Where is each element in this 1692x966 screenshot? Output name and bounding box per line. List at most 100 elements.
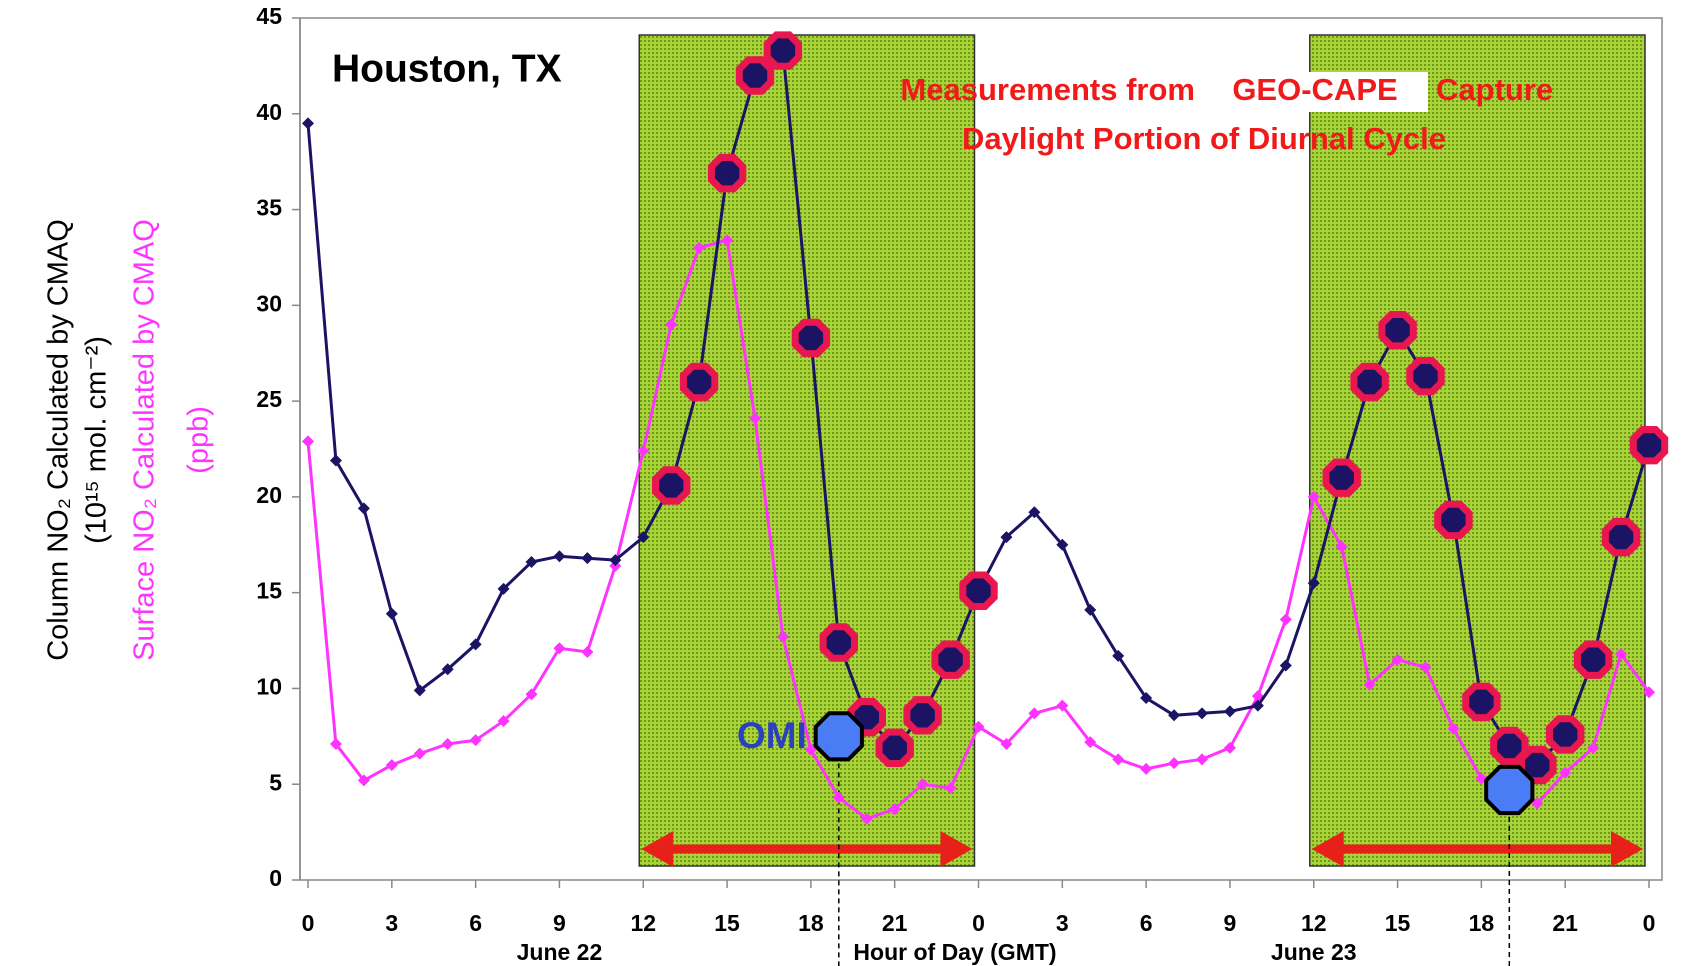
geo-cape-marker <box>1518 745 1557 785</box>
point <box>832 791 845 804</box>
point <box>329 454 342 467</box>
point <box>1223 741 1236 754</box>
point <box>888 803 901 816</box>
point <box>302 435 314 448</box>
geo-cape-marker <box>959 571 998 610</box>
point <box>749 412 761 425</box>
omi-marker <box>1484 764 1535 816</box>
x-tick-label: 9 <box>1224 910 1237 936</box>
geo-cape-marker <box>791 318 831 358</box>
y-tick-label: 45 <box>256 3 282 29</box>
y-axis-label: Column NO₂ Calculated by CMAQ <box>43 219 75 661</box>
point <box>385 607 398 620</box>
point <box>1335 540 1348 553</box>
geo-cape-marker <box>1462 682 1501 722</box>
point <box>637 531 650 544</box>
point <box>413 684 426 697</box>
geo-cape-marker <box>903 696 942 735</box>
geo-cape-marker <box>1434 500 1473 540</box>
annotation-highlight: GEO-CAPE <box>1232 72 1397 107</box>
geo-cape-marker <box>763 31 803 70</box>
point <box>1391 653 1404 666</box>
point <box>357 502 370 515</box>
point <box>693 241 706 254</box>
y-tick-label: 30 <box>256 290 282 316</box>
x-tick-label: 0 <box>972 910 985 936</box>
geo-cape-marker <box>875 728 914 767</box>
geo-cape-marker <box>1601 517 1641 557</box>
annotation: Daylight Portion of Diurnal Cycle <box>962 121 1446 156</box>
point <box>1223 705 1236 718</box>
point <box>497 715 510 728</box>
point <box>1615 647 1628 660</box>
point <box>1447 722 1460 735</box>
x-tick-label: 9 <box>553 910 566 936</box>
highlight-box <box>1202 72 1428 112</box>
point <box>1279 613 1292 626</box>
point <box>1000 737 1013 750</box>
geo-cape-marker <box>735 56 775 95</box>
y-tick-label: 40 <box>256 99 282 125</box>
x-tick-label: 18 <box>1469 910 1495 936</box>
point <box>609 554 622 567</box>
point <box>776 630 789 643</box>
point <box>469 734 482 747</box>
x-tick-label: 15 <box>1385 910 1411 936</box>
geo-cape-marker <box>819 623 858 662</box>
point <box>553 550 566 563</box>
point <box>413 747 426 760</box>
point <box>1363 678 1376 691</box>
point <box>329 737 342 750</box>
arrow-head <box>940 831 973 867</box>
y-tick-label: 5 <box>269 769 282 795</box>
point <box>1028 506 1041 519</box>
point <box>302 117 314 130</box>
point <box>1196 753 1208 766</box>
omi-marker <box>813 711 864 762</box>
geo-cape-marker <box>1546 715 1585 754</box>
x-tick-label: 12 <box>630 910 656 936</box>
point <box>1279 659 1292 672</box>
point <box>1196 707 1208 720</box>
point <box>1251 699 1264 712</box>
x-tick-label: 6 <box>469 910 482 936</box>
point <box>1056 699 1069 712</box>
shaded-region <box>638 34 976 867</box>
y-tick-label: 20 <box>256 482 282 508</box>
point <box>972 720 985 733</box>
x-tick-label: 0 <box>302 910 315 936</box>
y-tick-label: 25 <box>256 386 282 412</box>
point <box>497 582 510 595</box>
shaded-region <box>1309 34 1646 867</box>
x-tick-label: 3 <box>1056 910 1069 936</box>
y-tick-label: 15 <box>256 578 282 604</box>
point <box>1112 649 1125 662</box>
point <box>916 778 929 791</box>
point <box>1587 741 1600 754</box>
y-tick-label: 0 <box>269 865 282 891</box>
y-axis-label-2: (ppb) <box>183 406 215 474</box>
geo-cape-marker <box>1629 426 1669 465</box>
x-axis-label: Hour of Day (GMT) <box>853 939 1056 965</box>
x-tick-label: 15 <box>714 910 740 936</box>
point <box>385 759 398 772</box>
y-axis-label-2: Surface NO₂ Calculated by CMAQ <box>129 219 161 661</box>
x-tick-label: 6 <box>1140 910 1153 936</box>
geo-cape-marker <box>1322 458 1361 497</box>
point <box>441 663 454 676</box>
geo-cape-marker <box>931 640 970 679</box>
point <box>721 234 734 247</box>
point <box>1307 490 1320 503</box>
date-label: June 22 <box>517 939 603 965</box>
geo-cape-marker <box>1378 311 1417 350</box>
x-tick-label: 21 <box>1552 910 1578 936</box>
point <box>525 556 538 569</box>
x-tick-label: 3 <box>385 910 398 936</box>
point <box>1559 766 1572 779</box>
point <box>1168 709 1181 722</box>
point <box>441 737 454 750</box>
point <box>1112 753 1125 766</box>
point <box>1140 762 1153 775</box>
point <box>1028 707 1041 720</box>
